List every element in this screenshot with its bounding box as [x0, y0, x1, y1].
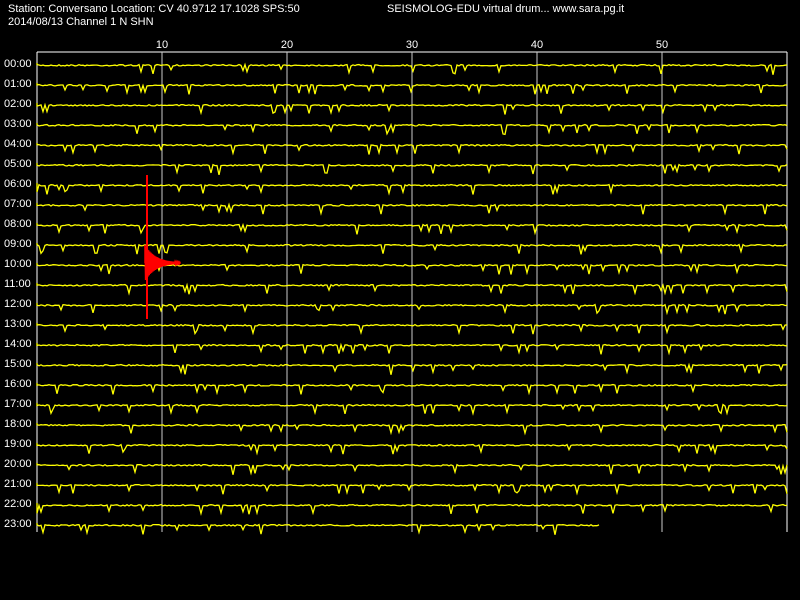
- trace-02:00: [36, 102, 788, 116]
- trace-06:00: [36, 183, 787, 196]
- trace-17:00: [36, 403, 788, 416]
- trace-03:00: [36, 122, 788, 136]
- trace-22:00: [36, 503, 788, 516]
- row-label-12:00: 12:00: [4, 298, 32, 310]
- source-info: SEISMOLOG-EDU virtual drum... www.sara.p…: [387, 3, 625, 15]
- trace-12:00: [36, 303, 788, 316]
- row-label-15:00: 15:00: [4, 358, 32, 370]
- tick-label-10: 10: [156, 39, 168, 51]
- row-label-01:00: 01:00: [4, 78, 32, 90]
- row-label-10:00: 10:00: [4, 258, 32, 270]
- row-label-06:00: 06:00: [4, 178, 32, 190]
- row-label-19:00: 19:00: [4, 438, 32, 450]
- row-label-09:00: 09:00: [4, 238, 32, 250]
- trace-21:00: [36, 483, 788, 496]
- date-channel-info: 2014/08/13 Channel 1 N SHN: [8, 16, 154, 28]
- row-label-02:00: 02:00: [4, 98, 32, 110]
- trace-18:00: [36, 423, 788, 436]
- trace-08:00: [36, 222, 788, 236]
- row-label-05:00: 05:00: [4, 158, 32, 170]
- event-coda: [144, 244, 182, 281]
- row-label-00:00: 00:00: [4, 58, 32, 70]
- trace-23:00: [36, 523, 600, 536]
- row-label-14:00: 14:00: [4, 338, 32, 350]
- tick-label-20: 20: [281, 39, 293, 51]
- tick-label-40: 40: [531, 39, 543, 51]
- row-label-22:00: 22:00: [4, 498, 32, 510]
- row-label-18:00: 18:00: [4, 418, 32, 430]
- trace-07:00: [36, 202, 788, 216]
- tick-label-50: 50: [656, 39, 668, 51]
- traces: [36, 62, 788, 536]
- station-info: Station: Conversano Location: CV 40.9712…: [8, 3, 300, 15]
- trace-09:00: [36, 243, 788, 255]
- row-label-03:00: 03:00: [4, 118, 32, 130]
- grid: [36, 51, 788, 532]
- event: [144, 175, 182, 319]
- trace-01:00: [36, 83, 787, 96]
- row-label-08:00: 08:00: [4, 218, 32, 230]
- trace-11:00: [36, 282, 788, 296]
- row-label-04:00: 04:00: [4, 138, 32, 150]
- row-label-13:00: 13:00: [4, 318, 32, 330]
- row-label-11:00: 11:00: [4, 278, 31, 290]
- trace-15:00: [36, 362, 788, 375]
- x-tick-labels: 10 20 30 40 50: [156, 39, 668, 51]
- trace-04:00: [36, 143, 788, 156]
- row-label-07:00: 07:00: [4, 198, 32, 210]
- row-label-20:00: 20:00: [4, 458, 32, 470]
- trace-00:00: [36, 62, 788, 76]
- trace-16:00: [36, 383, 788, 396]
- trace-19:00: [36, 443, 788, 456]
- trace-14:00: [36, 342, 788, 356]
- row-label-23:00: 23:00: [4, 518, 32, 530]
- trace-20:00: [36, 463, 788, 476]
- trace-13:00: [36, 323, 788, 336]
- row-label-16:00: 16:00: [4, 378, 32, 390]
- tick-label-30: 30: [406, 39, 418, 51]
- row-label-21:00: 21:00: [4, 478, 32, 490]
- trace-05:00: [36, 163, 788, 176]
- row-labels: 00:00 01:00 02:00 03:00 04:00 05:00 06:00 07:00…: [4, 58, 32, 530]
- row-label-17:00: 17:00: [4, 398, 32, 410]
